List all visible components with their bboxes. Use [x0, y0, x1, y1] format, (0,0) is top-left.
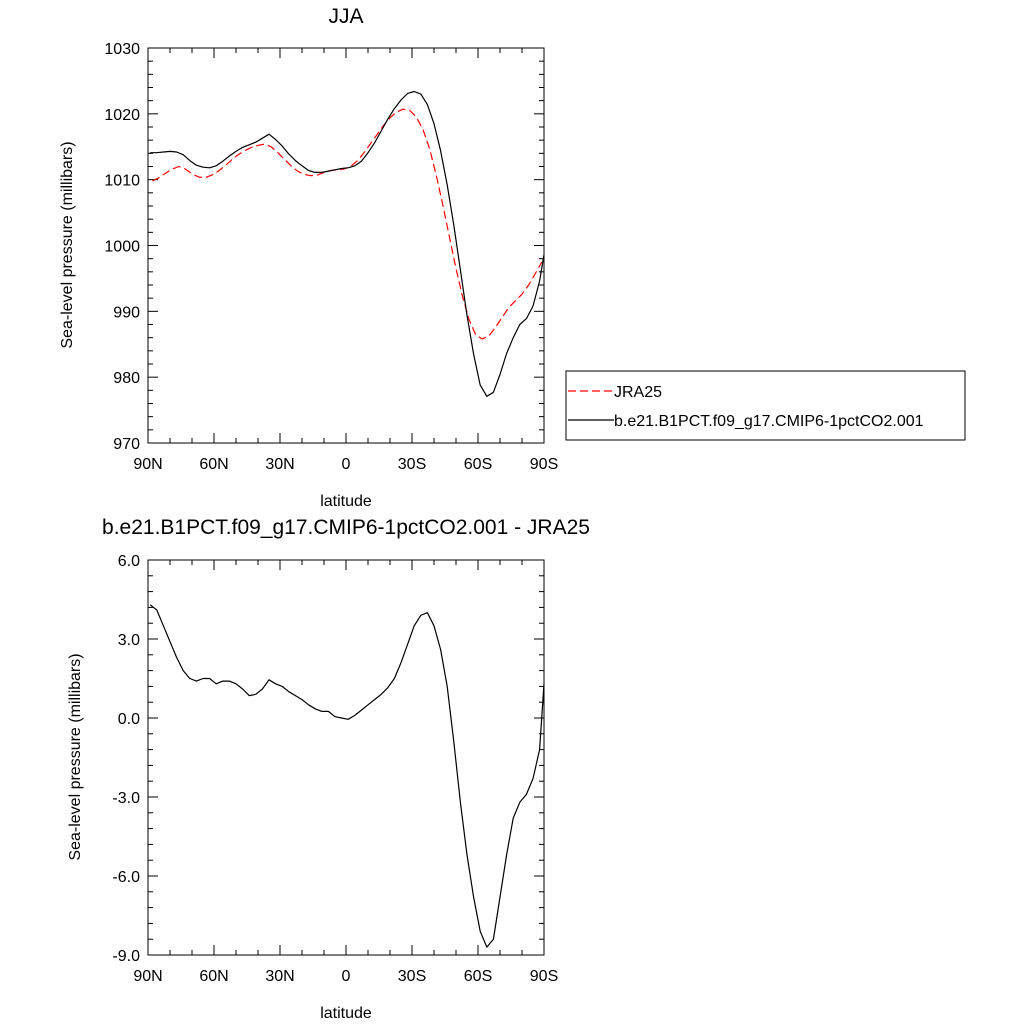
- top-chart-x-tick-label: 90S: [530, 456, 558, 473]
- top-chart-y-tick-label: 1000: [104, 239, 140, 256]
- top-chart-x-tick-label: 60N: [199, 456, 228, 473]
- top-chart-plot-area: 90N 60N 30N 0 30S 60S 90S 970 980 990 1000 1010 1020…: [104, 41, 558, 473]
- bottom-chart-x-tick-label: 0: [342, 968, 351, 985]
- bottom-chart-x-tick-label: 30N: [265, 968, 294, 985]
- top-chart-title: JJA: [328, 5, 363, 28]
- bottom-chart-y-tick-label: -9.0: [112, 948, 140, 965]
- top-chart-series-line-0: [152, 108, 543, 340]
- top-chart-x-tick-label: 60S: [464, 456, 492, 473]
- bottom-chart-x-tick-label: 90N: [133, 968, 162, 985]
- bottom-chart-x-tick-label: 60S: [464, 968, 492, 985]
- legend-label-jra25: JRA25: [614, 384, 662, 401]
- bottom-chart-x-tick-label: 90S: [530, 968, 558, 985]
- bottom-chart-y-tick-label: -3.0: [112, 790, 140, 807]
- top-chart-x-tick-label: 0: [342, 456, 351, 473]
- bottom-chart-title: b.e21.B1PCT.f09_g17.CMIP6-1pctCO2.001 - …: [102, 516, 590, 539]
- top-chart-plot-frame: [147, 47, 545, 444]
- top-chart-x-tick-label: 90N: [133, 456, 162, 473]
- bottom-chart-y-tick-label: 3.0: [118, 632, 140, 649]
- bottom-chart-x-axis-label: latitude: [320, 1005, 372, 1022]
- bottom-chart-series-line-0: [149, 604, 545, 948]
- bottom-chart-plot-area: 90N 60N 30N 0 30S 60S 90S -9.0 -6.0 -3.0 0.0 3.0 6.0: [112, 553, 558, 985]
- top-chart-panel: JJA latitude Sea-level pressure (milliba…: [59, 5, 558, 510]
- bottom-chart-panel: b.e21.B1PCT.f09_g17.CMIP6-1pctCO2.001 - …: [67, 516, 590, 1022]
- bottom-chart-y-tick-label: 0.0: [118, 711, 140, 728]
- top-chart-y-tick-label: 1020: [104, 107, 140, 124]
- top-chart-x-tick-label: 30N: [265, 456, 294, 473]
- top-chart-y-tick-label: 1030: [104, 41, 140, 58]
- legend: JRA25 b.e21.B1PCT.f09_g17.CMIP6-1pctCO2.…: [565, 370, 966, 441]
- bottom-chart-plot-frame: [147, 559, 545, 956]
- legend-box: [565, 370, 966, 441]
- bottom-chart-x-tick-label: 60N: [199, 968, 228, 985]
- top-chart-y-tick-label: 970: [113, 436, 140, 453]
- bottom-chart-y-tick-label: 6.0: [118, 553, 140, 570]
- bottom-chart-y-axis-label: Sea-level pressure (millibars): [67, 653, 84, 860]
- bottom-chart-x-tick-label: 30S: [398, 968, 426, 985]
- top-chart-y-axis-label: Sea-level pressure (millibars): [59, 141, 76, 348]
- top-chart-x-tick-label: 30S: [398, 456, 426, 473]
- top-chart-y-tick-label: 980: [113, 370, 140, 387]
- legend-label-model: b.e21.B1PCT.f09_g17.CMIP6-1pctCO2.001: [614, 413, 924, 430]
- top-chart-series-line-1: [150, 90, 545, 397]
- bottom-chart-y-tick-label: -6.0: [112, 869, 140, 886]
- top-chart-y-tick-label: 990: [113, 304, 140, 321]
- top-chart-y-tick-label: 1010: [104, 173, 140, 190]
- top-chart-x-axis-label: latitude: [320, 493, 372, 510]
